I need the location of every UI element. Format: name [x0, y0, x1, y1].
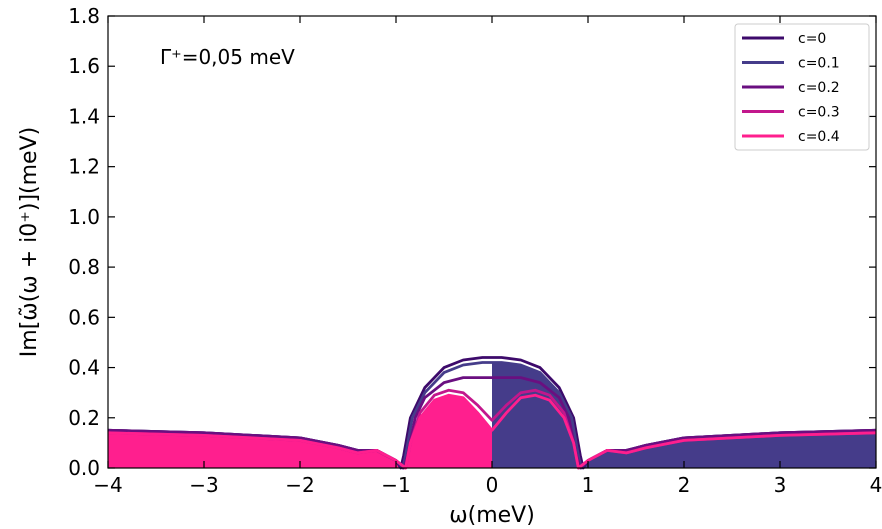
- x-tick-label-0: −4: [93, 473, 122, 497]
- legend: c=0 c=0.1 c=0.2 c=0.3 c=0.4: [734, 23, 870, 151]
- y-tick-label-7: 1.4: [68, 104, 100, 128]
- ticks: [107, 15, 877, 469]
- legend-box: [734, 23, 870, 151]
- y-tick-label-6: 1.2: [68, 155, 100, 179]
- x-tick-label-8: 4: [870, 473, 882, 497]
- legend-label-3: c=0.3: [798, 105, 840, 121]
- x-tick-label-5: 1: [582, 473, 595, 497]
- tick-labels: −4 −3 −2 −1 0 1 2 3 4 0.0 0.2 0.4 0.6 0.8 1.0 1.2 1.4 1.6…: [68, 4, 882, 497]
- legend-label-1: c=0.1: [798, 56, 840, 72]
- x-tick-label-6: 2: [678, 473, 691, 497]
- y-tick-label-0: 0.0: [68, 456, 100, 480]
- y-tick-label-3: 0.6: [68, 305, 100, 329]
- area-fill-negative: [108, 395, 492, 468]
- y-tick-label-5: 1.0: [68, 205, 100, 229]
- y-tick-label-9: 1.8: [68, 4, 100, 28]
- y-tick-label-1: 0.2: [68, 406, 100, 430]
- series-lines: [107, 356, 877, 470]
- area-fill-positive: [492, 362, 876, 468]
- x-tick-label-1: −3: [189, 473, 218, 497]
- y-tick-label-8: 1.6: [68, 54, 100, 78]
- series-line-2: [107, 376, 877, 470]
- x-tick-label-2: −2: [285, 473, 314, 497]
- area-fills: [108, 362, 876, 468]
- legend-label-2: c=0.2: [798, 80, 840, 96]
- x-axis-label: ω(meV): [449, 503, 535, 528]
- y-tick-label-4: 0.8: [68, 255, 100, 279]
- legend-label-0: c=0: [798, 31, 826, 47]
- x-tick-label-7: 3: [774, 473, 787, 497]
- x-tick-label-4: 0: [486, 473, 499, 497]
- y-axis-label: Im[ω̃(ω + i0⁺)](meV): [17, 127, 42, 357]
- x-tick-label-3: −1: [381, 473, 410, 497]
- y-tick-label-2: 0.4: [68, 356, 100, 380]
- gamma-annotation: Γ⁺=0,05 meV: [160, 45, 295, 69]
- series-line-4: [107, 393, 877, 470]
- legend-label-4: c=0.4: [798, 129, 840, 145]
